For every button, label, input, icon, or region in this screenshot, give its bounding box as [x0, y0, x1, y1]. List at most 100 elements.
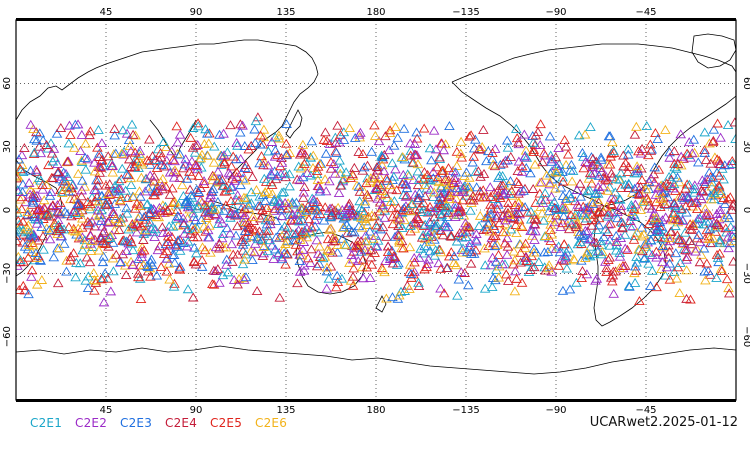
observation-triangle-marker: [163, 258, 175, 268]
observation-triangle-marker: [506, 186, 517, 196]
observation-triangle-marker: [686, 148, 698, 158]
observation-triangle-marker: [16, 204, 28, 213]
observation-triangle-marker: [364, 226, 376, 236]
observation-triangle-marker: [440, 173, 451, 183]
legend-item-c2e3: C2E3: [120, 416, 153, 430]
observation-triangle-marker: [700, 275, 711, 285]
observation-triangle-marker: [385, 180, 396, 190]
legend-item-c2e1: C2E1: [30, 416, 63, 430]
observation-triangle-marker: [505, 224, 517, 234]
observation-triangle-marker: [650, 197, 662, 207]
observation-triangle-marker: [46, 148, 58, 158]
observation-triangle-marker: [714, 182, 725, 192]
observation-triangle-marker: [588, 236, 600, 246]
observation-triangle-marker: [17, 280, 29, 290]
observation-triangle-marker: [444, 190, 455, 200]
observation-triangle-marker: [263, 146, 274, 156]
observation-triangle-marker: [180, 196, 191, 206]
observation-triangle-marker: [273, 130, 285, 140]
observation-triangle-marker: [694, 213, 705, 223]
observation-triangle-marker: [268, 253, 279, 263]
observation-triangle-marker: [715, 132, 726, 142]
observation-triangle-marker: [37, 180, 48, 190]
observation-triangle-marker: [238, 216, 249, 226]
observation-triangle-marker: [161, 253, 172, 263]
observation-triangle-marker: [118, 149, 130, 159]
observation-triangle-marker: [393, 230, 404, 240]
observation-triangle-marker: [549, 197, 560, 207]
observation-triangle-marker: [172, 137, 183, 147]
observation-triangle-marker: [116, 148, 127, 158]
observation-triangle-marker: [337, 222, 349, 232]
observation-triangle-marker: [670, 202, 681, 212]
observation-triangle-marker: [344, 257, 355, 267]
observation-triangle-marker: [362, 219, 373, 229]
observation-triangle-marker: [108, 149, 120, 158]
observation-triangle-marker: [457, 186, 469, 196]
observation-triangle-marker: [109, 225, 120, 235]
observation-triangle-marker: [708, 187, 720, 197]
observation-triangle-marker: [134, 260, 146, 270]
observation-triangle-marker: [65, 194, 76, 204]
observation-triangle-marker: [166, 146, 178, 156]
observation-triangle-marker: [595, 162, 606, 172]
observation-triangle-marker: [213, 218, 224, 228]
observation-triangle-marker: [200, 207, 211, 217]
observation-triangle-marker: [643, 150, 654, 160]
observation-triangle-marker: [128, 191, 139, 201]
observation-triangle-marker: [450, 260, 462, 270]
observation-triangle-marker: [551, 167, 562, 177]
observation-triangle-marker: [27, 195, 39, 205]
observation-triangle-marker: [722, 194, 734, 204]
observation-triangle-marker: [185, 132, 196, 142]
observation-triangle-marker: [643, 258, 654, 268]
observation-triangle-marker: [97, 257, 109, 267]
observation-triangle-marker: [341, 203, 352, 213]
observation-triangle-marker: [274, 198, 286, 208]
observation-triangle-marker: [432, 172, 444, 182]
observation-triangle-marker: [80, 138, 91, 148]
observation-triangle-marker: [131, 219, 143, 229]
observation-triangle-marker: [139, 186, 151, 196]
coastline-greenland: [691, 33, 736, 69]
observation-triangle-marker: [615, 182, 627, 192]
observation-triangle-marker: [182, 284, 194, 294]
observation-triangle-marker: [235, 154, 246, 164]
observation-triangle-marker: [193, 201, 205, 211]
observation-triangle-marker: [550, 243, 562, 253]
observation-triangle-marker: [701, 225, 713, 235]
observation-triangle-marker: [16, 173, 22, 183]
observation-triangle-marker: [502, 241, 514, 251]
observation-triangle-marker: [261, 202, 273, 212]
observation-triangle-marker: [89, 221, 101, 231]
observation-triangle-marker: [30, 164, 42, 174]
observation-triangle-marker: [579, 129, 591, 139]
bottom-longitude-tick-label: −135: [452, 405, 479, 416]
observation-triangle-marker: [228, 274, 240, 284]
observation-triangle-marker: [57, 176, 69, 186]
observation-triangle-marker: [470, 234, 482, 244]
observation-triangle-marker: [699, 147, 711, 157]
observation-triangle-marker: [240, 160, 252, 170]
observation-triangle-marker: [640, 239, 652, 249]
observation-triangle-marker: [145, 207, 156, 217]
observation-triangle-marker: [252, 232, 263, 242]
observation-triangle-marker: [222, 267, 234, 277]
observation-triangle-marker: [302, 168, 313, 178]
observation-triangle-marker: [592, 181, 604, 191]
observation-triangle-marker: [433, 194, 445, 204]
observation-triangle-marker: [318, 215, 330, 225]
observation-triangle-marker: [218, 128, 229, 138]
observation-triangle-marker: [362, 246, 374, 256]
observation-triangle-marker: [336, 273, 348, 283]
observation-triangle-marker: [276, 187, 288, 197]
observation-triangle-marker: [571, 185, 583, 195]
observation-triangle-marker: [392, 203, 404, 212]
observation-triangle-marker: [169, 257, 181, 267]
observation-triangle-marker: [57, 188, 68, 198]
observation-triangle-marker: [515, 186, 526, 196]
observation-triangle-marker: [479, 243, 490, 253]
observation-triangle-marker: [282, 203, 294, 213]
observation-triangle-marker: [282, 236, 293, 246]
observation-triangle-marker: [333, 188, 345, 198]
